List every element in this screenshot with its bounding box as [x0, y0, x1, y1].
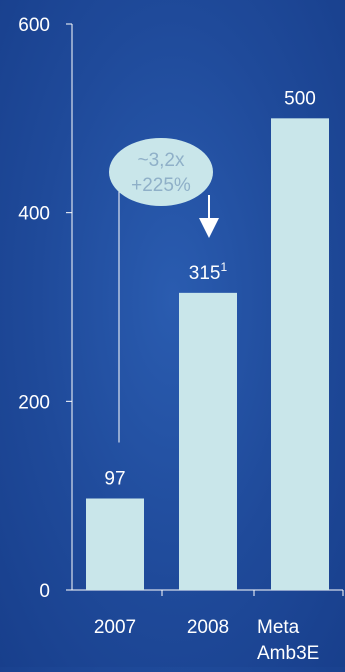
bar: [271, 118, 329, 590]
y-tick-label: 600: [18, 15, 50, 36]
data-label-superscript: 1: [221, 260, 228, 274]
data-label: 97: [104, 468, 125, 489]
annotation-text: +225%: [131, 175, 191, 196]
y-tick-label: 200: [18, 392, 50, 413]
data-label: 3151: [189, 260, 228, 284]
x-tick-label: 2008: [187, 617, 229, 638]
x-tick-label: Amb3E: [257, 643, 319, 664]
y-tick-label: 400: [18, 204, 50, 225]
data-label: 500: [284, 88, 316, 109]
y-tick-label: 0: [39, 581, 50, 602]
arrow-down-icon: [199, 218, 219, 238]
x-tick-label: 2007: [94, 617, 136, 638]
bar: [179, 293, 237, 590]
x-tick-label: Meta: [257, 617, 300, 638]
bar: [86, 498, 144, 590]
annotation-text: ~3,2x: [137, 150, 185, 171]
